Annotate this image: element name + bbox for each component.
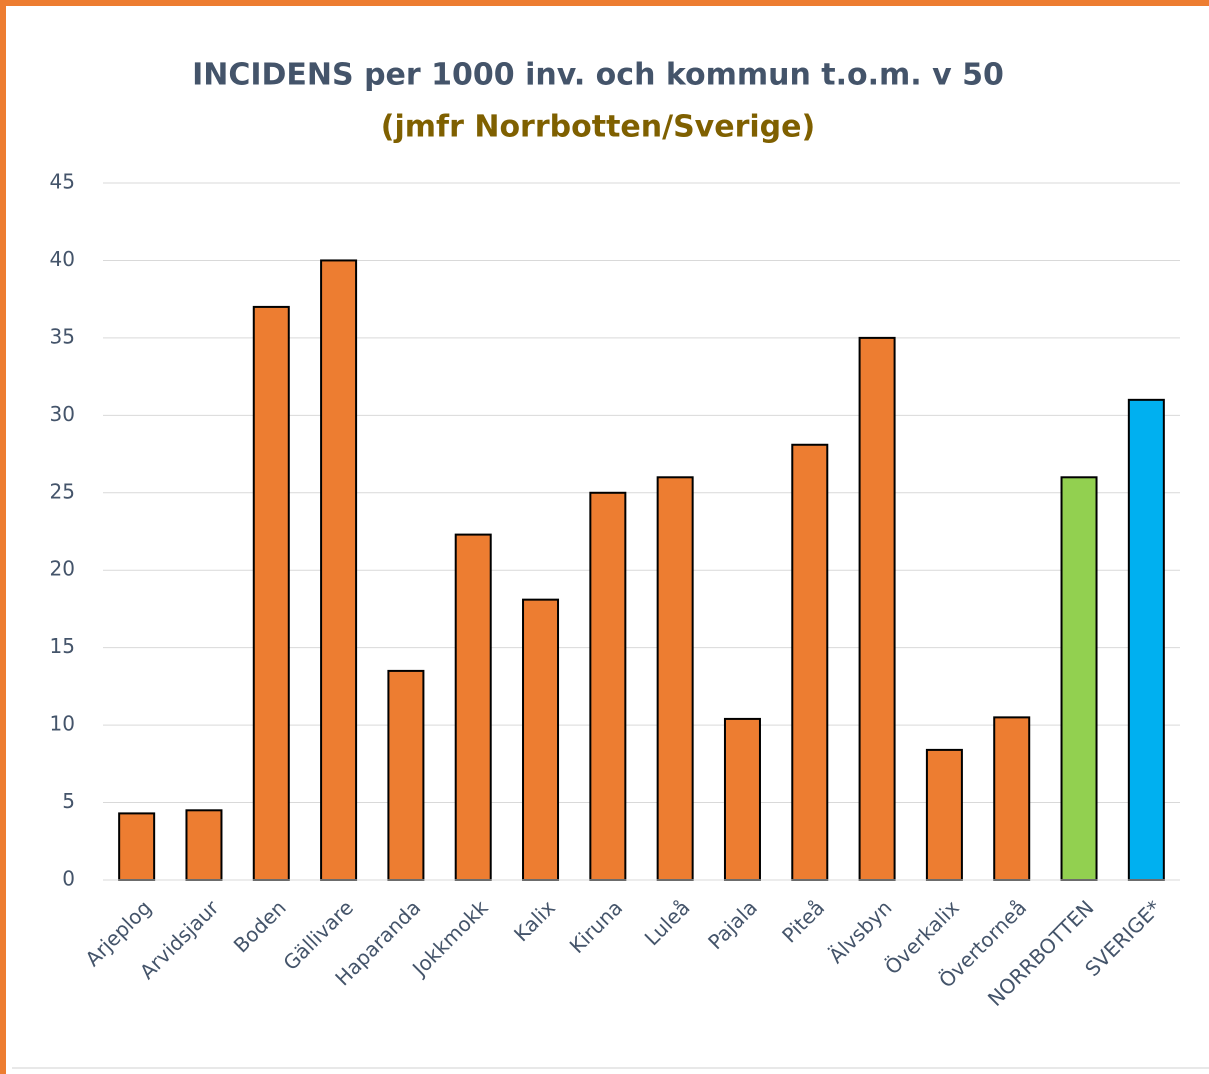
y-tick-label: 25	[50, 479, 75, 503]
bar	[656, 476, 694, 881]
y-tick-label: 20	[50, 557, 75, 581]
y-tick-label: 30	[50, 402, 75, 426]
bar	[387, 669, 425, 882]
bar	[1060, 476, 1098, 881]
y-tick-label: 45	[50, 170, 75, 194]
y-tick-label: 35	[50, 324, 75, 348]
y-tick-label: 10	[50, 712, 75, 736]
bar	[589, 491, 627, 881]
y-tick-label: 15	[50, 634, 75, 658]
bar	[320, 259, 358, 881]
bar	[454, 533, 492, 881]
y-tick-label: 0	[62, 867, 75, 891]
y-tick-label: 5	[62, 789, 75, 813]
chart-subtitle: (jmfr Norrbotten/Sverige)	[381, 110, 815, 145]
chart-title: INCIDENS per 1000 inv. och kommun t.o.m.…	[192, 58, 1004, 93]
bar	[791, 443, 829, 881]
bar	[252, 305, 290, 881]
bar	[185, 809, 223, 881]
y-tick-label: 40	[50, 247, 75, 271]
bar	[925, 748, 963, 881]
bar	[118, 812, 156, 881]
bar	[993, 716, 1031, 881]
bar	[1127, 398, 1165, 881]
bar	[723, 717, 761, 881]
bar	[522, 598, 560, 881]
bar	[858, 336, 896, 881]
